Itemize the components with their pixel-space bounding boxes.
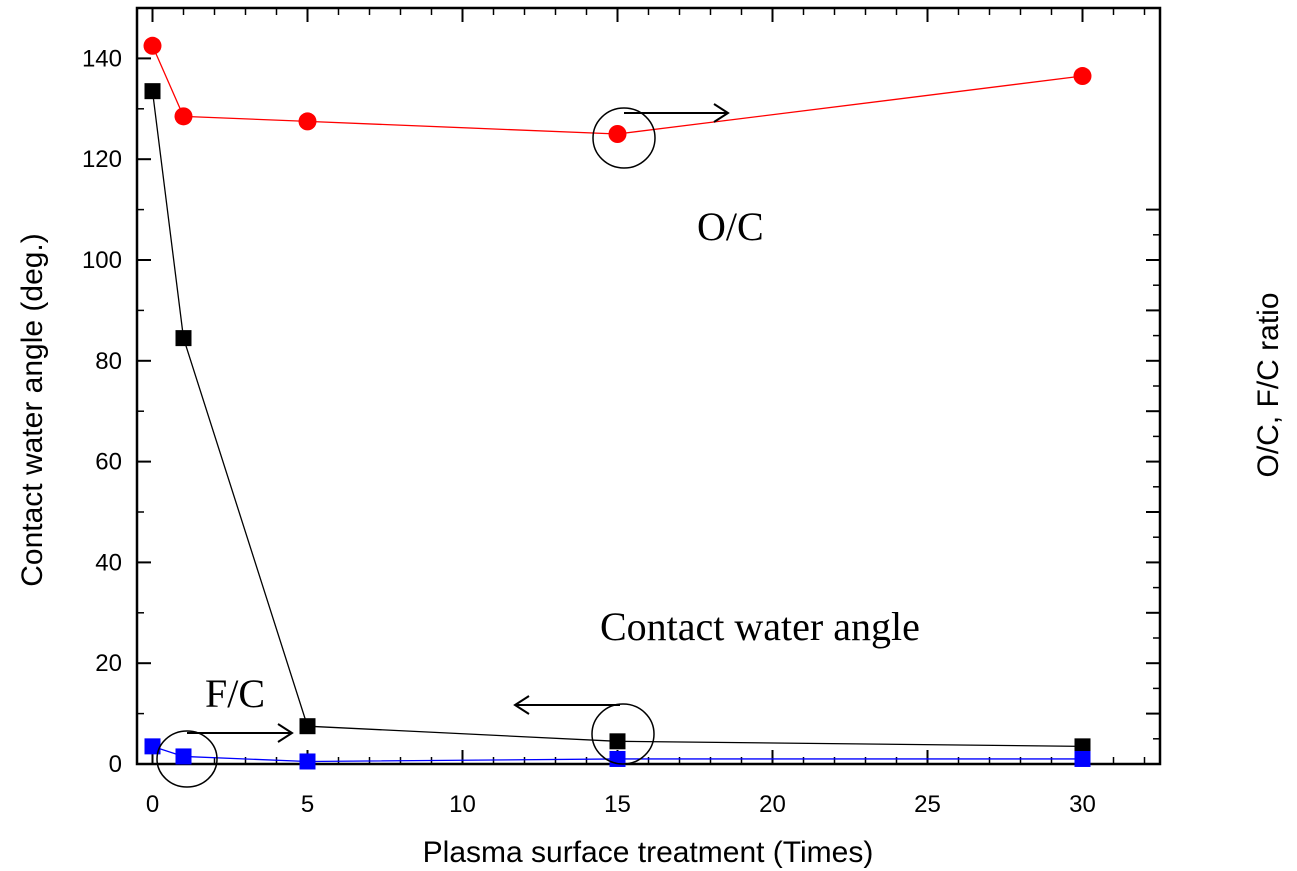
arrow-right-fc bbox=[187, 723, 294, 743]
plot-frame bbox=[135, 6, 1162, 766]
axis-ticks bbox=[137, 7, 1160, 765]
callout-fc bbox=[156, 723, 294, 788]
callout-circle-oc bbox=[592, 107, 656, 169]
data-point-1 bbox=[144, 83, 161, 100]
y-tick-label: 140 bbox=[82, 45, 122, 72]
data-point-0 bbox=[298, 112, 317, 131]
x-tick-label: 25 bbox=[914, 791, 941, 818]
y-tick-label: 20 bbox=[95, 650, 122, 677]
data-point-0 bbox=[1073, 67, 1092, 86]
y-tick-label: 80 bbox=[95, 348, 122, 375]
y-tick-label: 60 bbox=[95, 449, 122, 476]
annotation-contact-water-angle: Contact water angle bbox=[600, 604, 920, 649]
annotation-fc: F/C bbox=[205, 671, 265, 716]
x-tick-label: 30 bbox=[1069, 791, 1096, 818]
y-tick-label: 120 bbox=[82, 146, 122, 173]
data-point-2 bbox=[144, 738, 161, 755]
callout-oc bbox=[592, 103, 730, 169]
arrow-right-oc bbox=[624, 103, 730, 123]
y-tick-labels: 0 20 40 60 80 100 120 140 bbox=[82, 45, 122, 778]
y-tick-label: 0 bbox=[109, 751, 122, 778]
x-tick-labels: 0 5 10 15 20 25 30 bbox=[146, 791, 1096, 818]
data-point-1 bbox=[609, 733, 626, 750]
y-axis-title: Contact water angle (deg.) bbox=[16, 233, 49, 587]
y-tick-label: 40 bbox=[95, 549, 122, 576]
arrow-left-cwa bbox=[513, 695, 620, 715]
data-point-1 bbox=[299, 718, 316, 735]
callout-circle-cwa bbox=[591, 703, 655, 765]
data-point-0 bbox=[608, 125, 627, 143]
data-point-0 bbox=[143, 36, 162, 55]
series-line-0 bbox=[151, 45, 1083, 135]
data-point-2 bbox=[1074, 750, 1091, 767]
x-tick-label: 0 bbox=[146, 791, 159, 818]
y-tick-label: 100 bbox=[82, 247, 122, 274]
x-tick-label: 20 bbox=[759, 791, 786, 818]
data-point-1 bbox=[175, 330, 192, 347]
data-point-1 bbox=[1074, 738, 1091, 755]
x-axis-title: Plasma surface treatment (Times) bbox=[423, 836, 874, 869]
y2-axis-title: O/C, F/C ratio bbox=[1252, 292, 1285, 477]
x-tick-label: 15 bbox=[604, 791, 631, 818]
data-point-2 bbox=[175, 748, 192, 765]
data-point-2 bbox=[299, 753, 316, 770]
data-point-0 bbox=[174, 107, 193, 126]
callout-cwa bbox=[513, 695, 655, 765]
data-markers bbox=[143, 36, 1092, 770]
x-tick-label: 5 bbox=[301, 791, 314, 818]
callout-circle-fc bbox=[156, 730, 218, 788]
x-tick-label: 10 bbox=[449, 791, 476, 818]
series-lines bbox=[151, 45, 1083, 763]
annotation-oc: O/C bbox=[697, 204, 764, 249]
